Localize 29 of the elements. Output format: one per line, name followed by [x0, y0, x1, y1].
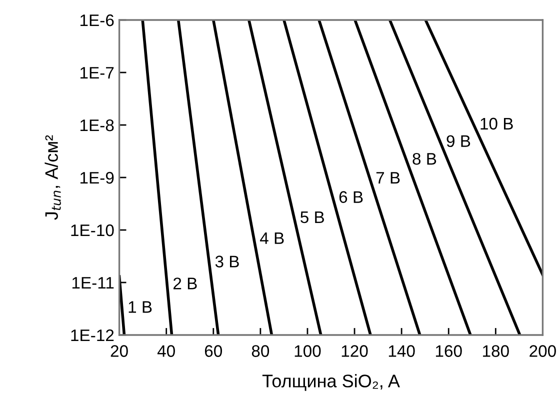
y-tick-label: 1E-11	[72, 277, 114, 289]
series-label: 8 B	[412, 152, 436, 165]
series-label: 7 B	[376, 172, 400, 184]
y-tick-label: 1E-9	[80, 172, 114, 184]
x-tick-label: 40	[157, 345, 175, 357]
x-axis-title: Толщина SiO₂, A	[262, 374, 400, 391]
x-tick-label: 80	[252, 345, 270, 357]
x-tick-label: 160	[436, 345, 462, 357]
series-label: 9 B	[446, 135, 470, 148]
x-tick-label: 20	[110, 345, 128, 357]
series-label: 10 B	[480, 118, 513, 130]
x-tick-label: 100	[294, 345, 321, 357]
x-tick-label: 200	[530, 345, 556, 357]
y-tick-label: 1E-8	[80, 119, 114, 132]
x-tick-label: 140	[388, 345, 415, 357]
x-tick-label: 120	[342, 345, 368, 357]
y-tick-label: 1E-12	[71, 329, 114, 342]
series-label: 5 B	[300, 212, 324, 224]
y-tick-label: 1E-10	[71, 224, 114, 236]
y-tick-label: 1E-7	[80, 67, 114, 79]
y-tick-label: 1E-6	[80, 14, 114, 26]
series-label: 3 B	[215, 256, 239, 268]
series-label: 6 B	[339, 191, 363, 203]
x-tick-label: 180	[483, 345, 509, 357]
x-tick-label: 60	[204, 345, 222, 357]
series-label: 1 B	[128, 301, 152, 313]
y-axis-title: J$_{tun}$, A/см²	[44, 135, 61, 220]
series-label: 2 B	[174, 278, 197, 290]
series-label: 4 B	[260, 232, 284, 244]
